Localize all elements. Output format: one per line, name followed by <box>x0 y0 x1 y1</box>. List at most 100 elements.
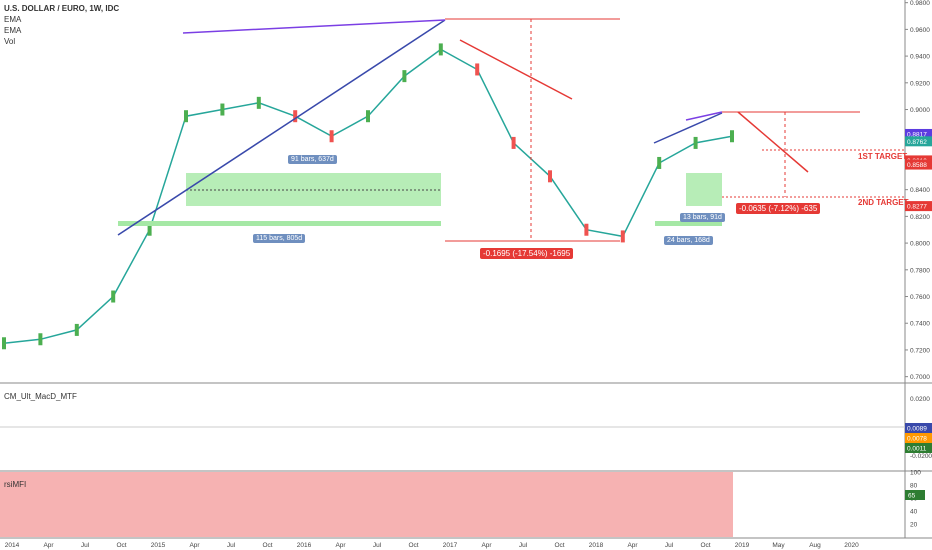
x-tick-label: Apr <box>335 542 346 549</box>
price-candle <box>657 156 662 169</box>
x-tick-label: Jul <box>665 542 674 549</box>
price-badge <box>905 159 932 170</box>
x-tick-label: 2019 <box>735 542 750 549</box>
y-tick-label: 0.7400 <box>910 321 930 328</box>
price-candle <box>147 223 152 236</box>
x-tick-label: 2014 <box>5 542 20 549</box>
bars-91-label: 91 bars, 637d <box>288 155 337 164</box>
price-candle <box>620 230 625 243</box>
macd-badge-text: 0.0089 <box>907 426 927 433</box>
x-tick-label: Oct <box>116 542 126 549</box>
rsi-label: rsiMFI <box>4 480 27 489</box>
indicator-ema-1: EMA <box>4 15 22 24</box>
price-candle <box>366 110 370 123</box>
x-tick-label: Oct <box>554 542 564 549</box>
price-badge <box>905 128 932 139</box>
y-tick-label: 0.9600 <box>910 27 930 34</box>
x-tick-label: Jul <box>519 542 528 549</box>
bars-24-label: 24 bars, 168d <box>664 236 713 245</box>
x-tick-label: 2020 <box>844 542 859 549</box>
price-badge <box>905 136 932 147</box>
x-tick-label: Oct <box>408 542 418 549</box>
rsi-tick-label: 20 <box>910 522 918 529</box>
indicator-ema-2: EMA <box>4 26 22 35</box>
x-tick-label: Apr <box>189 542 200 549</box>
price-candle <box>293 110 298 123</box>
x-tick-label: Jul <box>373 542 382 549</box>
x-tick-label: 2017 <box>443 542 458 549</box>
y-tick-label: 0.8200 <box>910 214 930 221</box>
drop-2017-label: -0.1695 (-17.54%) -1695 <box>480 248 574 259</box>
price-badge-text: 0.8277 <box>907 204 927 211</box>
rsi-background <box>0 472 733 537</box>
drop-2019-label: -0.0635 (-7.12%) -635 <box>736 203 821 214</box>
y-tick-label: 0.7600 <box>910 294 930 301</box>
down-arrow-2019 <box>737 111 809 173</box>
price-candle <box>693 136 698 149</box>
price-candle <box>184 110 188 123</box>
y-tick-label: 0.9800 <box>910 0 930 7</box>
price-candle <box>220 103 225 116</box>
x-tick-label: 2018 <box>589 542 604 549</box>
price-candle <box>329 130 334 143</box>
price-badge-text: 0.8588 <box>907 162 927 169</box>
target1-label: 1ST TARGET <box>858 152 908 161</box>
trendline-rise <box>117 19 446 236</box>
x-tick-label: 2016 <box>297 542 312 549</box>
range-box-13 <box>686 173 722 206</box>
price-badge-text: 0.8762 <box>907 139 927 146</box>
y-tick-label: 0.8000 <box>910 241 930 248</box>
trendline-top-2018 <box>685 111 723 121</box>
price-candle <box>2 337 6 350</box>
price-candle <box>111 290 116 303</box>
x-tick-label: Oct <box>700 542 710 549</box>
y-tick-label: 0.9200 <box>910 80 930 87</box>
price-candle <box>256 96 261 109</box>
price-candle <box>730 130 734 143</box>
rsi-badge <box>905 490 925 500</box>
x-tick-label: Apr <box>627 542 638 549</box>
x-tick-label: Apr <box>43 542 54 549</box>
price-badge-text: 0.8817 <box>907 131 927 138</box>
price-candle <box>475 63 480 76</box>
price-candle <box>584 223 589 236</box>
price-candle <box>438 43 443 56</box>
y-tick-label: 0.8400 <box>910 187 930 194</box>
macd-tick-label: -0.0200 <box>910 453 932 460</box>
target2-label: 2ND TARGET <box>858 198 909 207</box>
y-tick-label: 0.7800 <box>910 267 930 274</box>
range-box-24 <box>655 221 722 226</box>
bars-13-label: 13 bars, 91d <box>680 213 725 222</box>
bars-115-label: 115 bars, 805d <box>253 234 306 243</box>
macd-badge-text: 0.0011 <box>907 446 927 453</box>
macd-badge-text: 0.0078 <box>907 436 927 443</box>
price-candle <box>548 170 552 183</box>
price-candle <box>511 136 516 149</box>
macd-badge <box>905 423 932 433</box>
macd-label: CM_Ult_MacD_MTF <box>4 392 77 401</box>
trendline-top <box>182 19 446 34</box>
symbol-title: U.S. DOLLAR / EURO, 1W, IDC <box>4 4 120 13</box>
down-arrow-2017 <box>459 39 573 100</box>
x-tick-label: Jul <box>227 542 236 549</box>
rsi-tick-label: 100 <box>910 470 921 477</box>
macd-tick-label: 0.0200 <box>910 396 930 403</box>
y-tick-label: 0.7000 <box>910 374 930 381</box>
price-candle <box>38 333 43 346</box>
rsi-badge-text: 65 <box>908 493 916 500</box>
price-candle <box>74 323 79 336</box>
y-tick-label: 0.9000 <box>910 107 930 114</box>
x-tick-label: 2015 <box>151 542 166 549</box>
x-tick-label: Apr <box>481 542 492 549</box>
x-tick-label: Aug <box>809 542 821 549</box>
rsi-tick-label: 80 <box>910 483 918 490</box>
range-box-115 <box>118 221 441 226</box>
rsi-tick-label: 40 <box>910 509 918 516</box>
x-tick-label: Jul <box>81 542 90 549</box>
y-tick-label: 0.9400 <box>910 54 930 61</box>
price-badge <box>905 201 932 212</box>
x-tick-label: Oct <box>262 542 272 549</box>
macd-badge <box>905 433 932 443</box>
y-tick-label: 0.7200 <box>910 347 930 354</box>
